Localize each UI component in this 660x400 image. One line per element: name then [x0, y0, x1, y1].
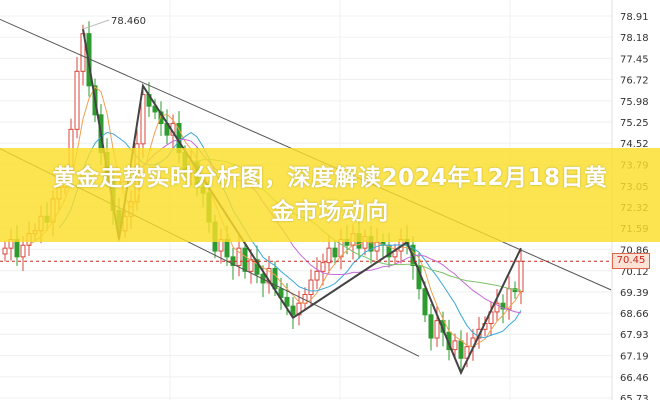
- candle-up: [236, 247, 242, 267]
- candle-up: [452, 340, 458, 351]
- candle-up: [140, 94, 146, 145]
- candle-up: [518, 260, 524, 293]
- candle-up: [326, 247, 332, 264]
- candle-up: [74, 70, 80, 130]
- y-tick-label: 67.19: [620, 352, 649, 363]
- candle-down: [422, 288, 428, 316]
- high-annotation-label: 78.460: [111, 16, 146, 27]
- y-tick-label: 67.93: [620, 330, 649, 341]
- candle-down: [332, 247, 338, 258]
- title-banner: 黄金走势实时分析图，深度解读2024年12月18日黄金市场动向: [0, 148, 660, 242]
- y-tick-label: 76.72: [620, 75, 649, 86]
- candle-down: [224, 238, 230, 258]
- y-tick-label: 68.66: [620, 309, 649, 320]
- candle-up: [2, 247, 8, 255]
- y-tick-label: 78.91: [620, 12, 649, 23]
- moving-average-20: [118, 138, 522, 314]
- candle-up: [314, 270, 320, 281]
- candle-down: [290, 305, 296, 316]
- candle-up: [434, 320, 440, 339]
- y-tick-label: 70.86: [620, 245, 649, 256]
- y-tick-label: 66.46: [620, 373, 649, 384]
- y-tick-label: 78.18: [620, 33, 649, 44]
- trend-line: [0, 18, 612, 291]
- y-tick-label: 77.45: [620, 54, 649, 65]
- y-tick-label: 75.25: [620, 118, 649, 129]
- y-tick-label: 69.39: [620, 288, 649, 299]
- candle-down: [458, 340, 464, 359]
- candle-down: [284, 296, 290, 307]
- banner-title: 黄金走势实时分析图，深度解读2024年12月18日黄金市场动向: [52, 165, 608, 225]
- candle-down: [428, 314, 434, 339]
- candle-up: [494, 302, 500, 313]
- candle-down: [14, 238, 20, 258]
- candle-up: [20, 244, 26, 258]
- high-annotation-leader: [82, 19, 110, 30]
- y-tick-label: 75.98: [620, 97, 649, 108]
- y-tick-label: 70.12: [620, 267, 649, 278]
- candle-down: [242, 247, 248, 272]
- candle-up: [320, 262, 326, 272]
- candle-up: [308, 279, 314, 296]
- y-tick-label: 74.52: [620, 139, 649, 150]
- candle-down: [500, 302, 506, 310]
- moving-average-5: [28, 86, 522, 348]
- y-tick-label: 65.73: [620, 394, 649, 400]
- current-price-label: 70.45: [612, 253, 650, 270]
